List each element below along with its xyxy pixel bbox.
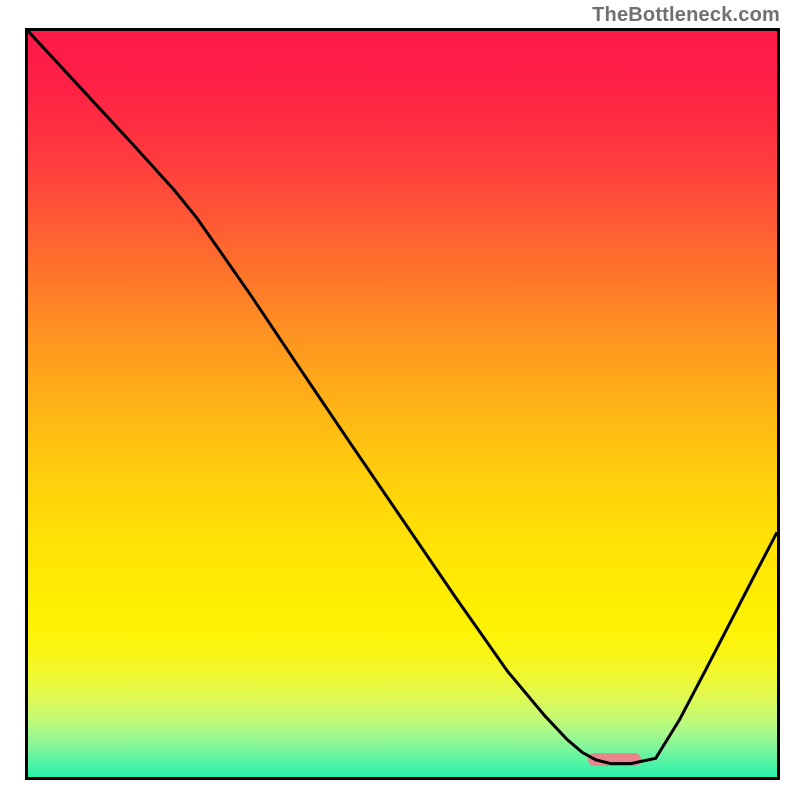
curve-path: [28, 31, 777, 764]
watermark-text: TheBottleneck.com: [592, 4, 780, 27]
curve-line: [28, 31, 777, 777]
plot-area: [25, 28, 780, 780]
